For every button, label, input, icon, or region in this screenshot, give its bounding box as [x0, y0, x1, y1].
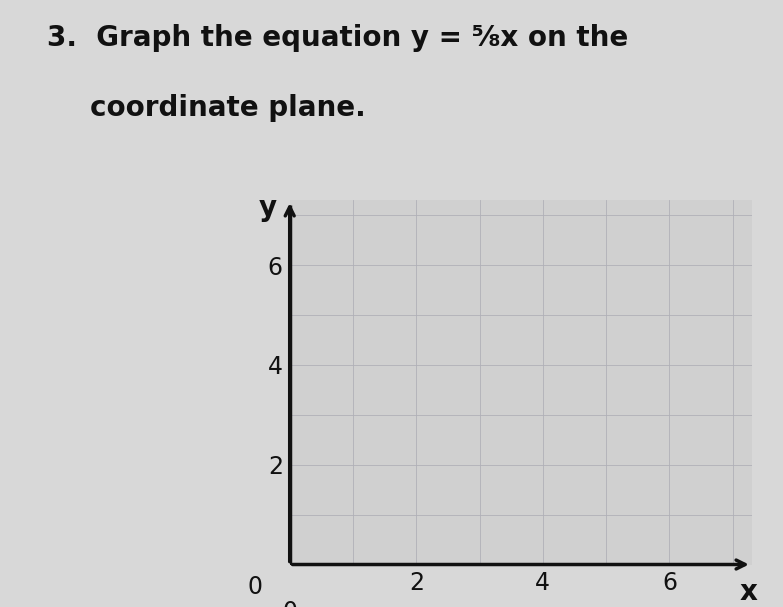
- Text: 3.  Graph the equation y = ⅝x on the: 3. Graph the equation y = ⅝x on the: [47, 24, 628, 52]
- Text: y: y: [258, 194, 276, 222]
- Text: x: x: [740, 578, 757, 606]
- Text: coordinate plane.: coordinate plane.: [90, 94, 366, 122]
- Text: 0: 0: [282, 600, 298, 607]
- Text: 0: 0: [247, 575, 262, 599]
